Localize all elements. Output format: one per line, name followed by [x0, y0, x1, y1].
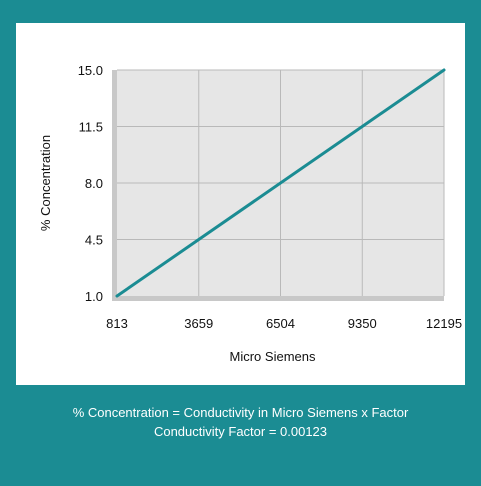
- y-tick-label: 1.0: [85, 289, 103, 304]
- conductivity-factor-text: Conductivity Factor = 0.00123: [153, 424, 328, 439]
- series-group: [115, 68, 446, 298]
- y-axis-band: [112, 70, 117, 301]
- chart-svg: 1.0 4.5 8.0 11.5 15.0 813 3659 6504 9350 12195 %…: [38, 63, 462, 364]
- x-tick-label: 813: [106, 316, 128, 331]
- y-axis-line: [112, 70, 117, 301]
- y-tick-label: 15.0: [78, 63, 103, 78]
- x-tick-label: 3659: [184, 316, 213, 331]
- y-tick-label: 4.5: [85, 233, 103, 248]
- y-tick-label: 11.5: [79, 120, 103, 135]
- formula-footer: % Concentration = Conductivity in Micro …: [0, 403, 481, 441]
- series-line: [115, 68, 446, 298]
- x-tick-label: 6504: [266, 316, 295, 331]
- y-tick-label: 8.0: [85, 176, 103, 191]
- x-axis-title: Micro Siemens: [230, 349, 316, 364]
- x-tick-label: 12195: [426, 316, 462, 331]
- chart-panel: 1.0 4.5 8.0 11.5 15.0 813 3659 6504 9350 12195 %…: [16, 23, 465, 385]
- x-tick-label: 9350: [348, 316, 377, 331]
- y-axis-title: % Concentration: [38, 135, 53, 231]
- x-axis-line: [112, 296, 444, 301]
- formula-text: % Concentration = Conductivity in Micro …: [72, 405, 409, 420]
- x-tick-labels: 813 3659 6504 9350 12195: [106, 316, 462, 331]
- x-axis-band: [112, 296, 444, 301]
- y-tick-labels: 1.0 4.5 8.0 11.5 15.0: [78, 63, 103, 304]
